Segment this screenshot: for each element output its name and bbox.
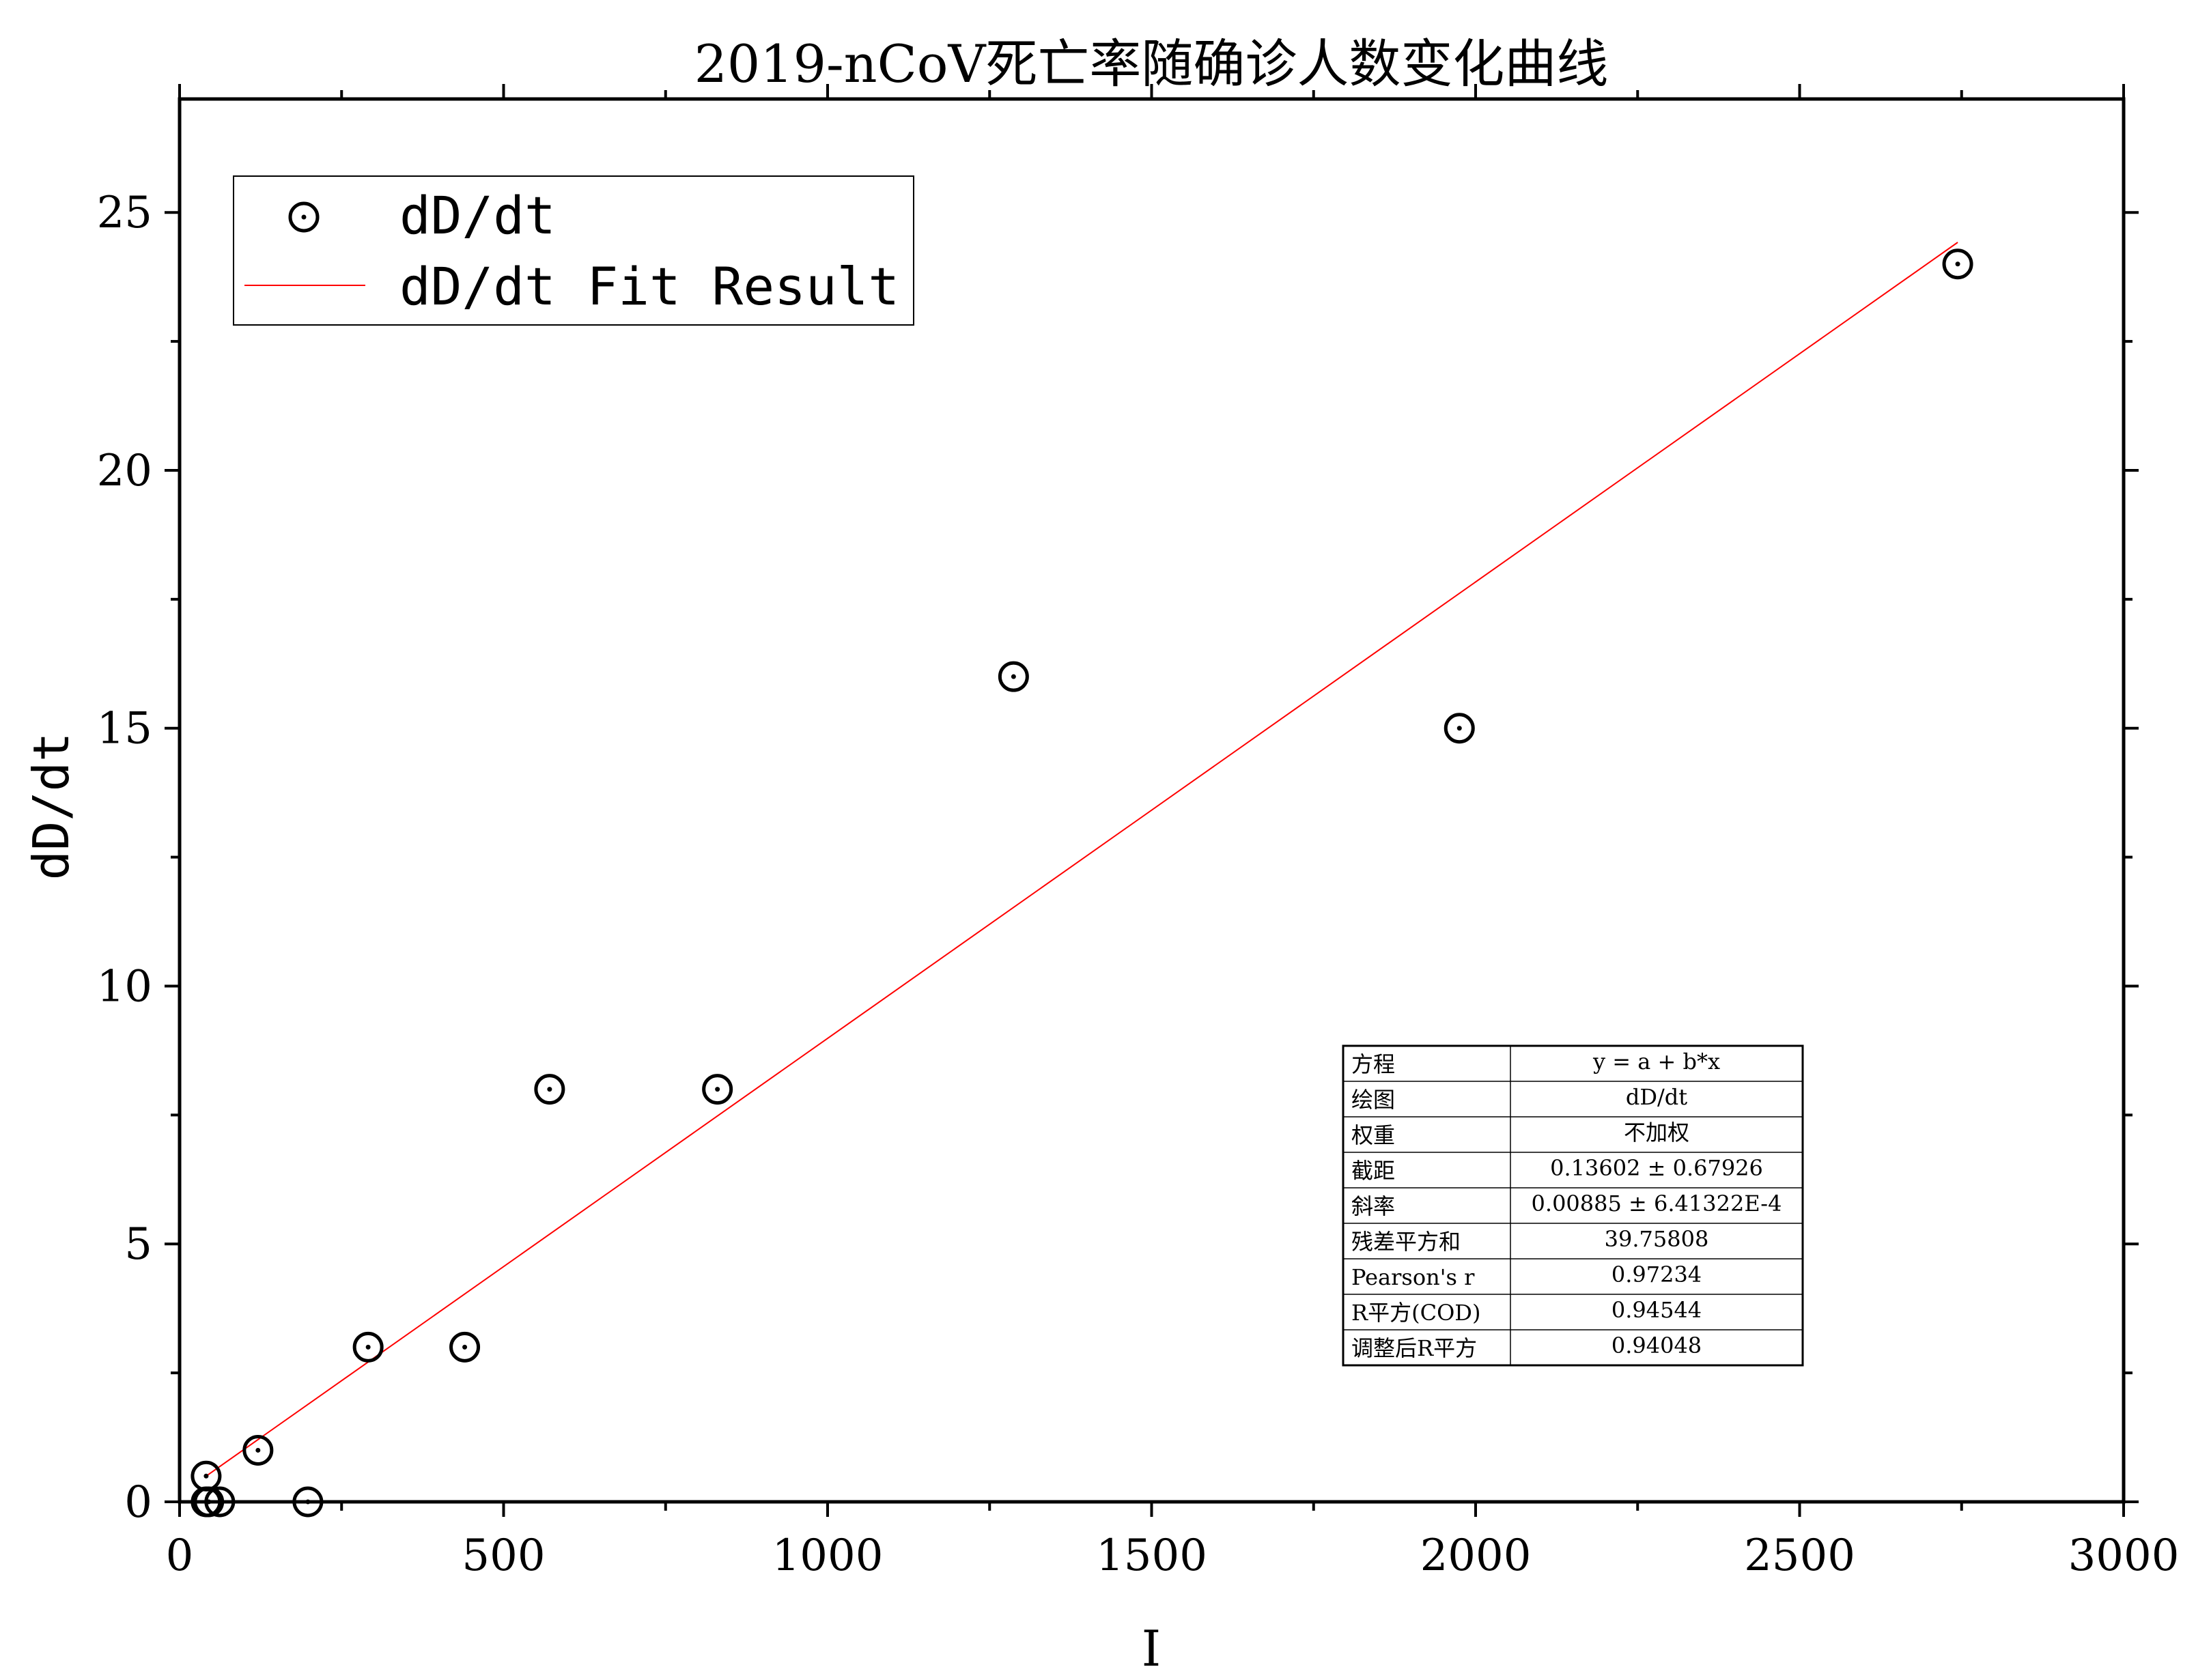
fit-line xyxy=(206,242,1958,1477)
x-tick-label: 2500 xyxy=(1744,1530,1855,1581)
x-tick-label: 0 xyxy=(166,1530,194,1581)
legend-marker-dot xyxy=(301,214,307,220)
y-tick-label: 5 xyxy=(124,1219,152,1270)
data-point-circle xyxy=(352,1331,384,1363)
data-point-center xyxy=(547,1087,552,1092)
data-point-center xyxy=(1456,726,1462,731)
stats-table-border xyxy=(1342,1044,1804,1367)
x-axis-ticks: 0 500 1000 1500 2000 2500 3000 xyxy=(166,84,2180,1581)
data-point xyxy=(191,1460,222,1492)
y-tick-label: 0 xyxy=(124,1477,152,1528)
stats-row-value: y = a + b*x xyxy=(1592,1049,1720,1074)
data-point-center xyxy=(1955,261,1960,267)
data-point-circle xyxy=(242,1434,274,1466)
stats-row-value: 0.00885 ± 6.41322E-4 xyxy=(1532,1191,1782,1216)
data-point xyxy=(1444,713,1475,744)
stats-row-label: 方程 xyxy=(1351,1051,1395,1077)
x-tick-label: 2000 xyxy=(1420,1530,1532,1581)
x-axis-label: I xyxy=(1142,1620,1161,1677)
data-point-center xyxy=(217,1499,223,1505)
x-tick-label: 3000 xyxy=(2068,1530,2180,1581)
data-point-circle xyxy=(449,1331,481,1363)
stats-row-value: 0.13602 ± 0.67926 xyxy=(1550,1155,1763,1181)
data-point-circle xyxy=(292,1486,324,1518)
stats-row-label: 残差平方和 xyxy=(1351,1229,1461,1255)
data-point xyxy=(702,1074,733,1105)
y-tick-label: 10 xyxy=(97,961,152,1012)
data-point-center xyxy=(462,1344,468,1350)
legend-label-dD-dt: dD/dt xyxy=(399,185,556,246)
data-point xyxy=(352,1331,384,1363)
data-point xyxy=(242,1434,274,1466)
stats-row-label: Pearson's r xyxy=(1351,1264,1475,1290)
data-point xyxy=(998,661,1029,692)
stats-row-value: 0.94048 xyxy=(1611,1333,1702,1358)
y-tick-label: 20 xyxy=(97,446,152,496)
data-point-center xyxy=(365,1344,371,1350)
stats-row-value: dD/dt xyxy=(1626,1084,1687,1110)
stats-row-label: 绘图 xyxy=(1351,1087,1395,1113)
x-tick-label: 1500 xyxy=(1096,1530,1207,1581)
data-point-circle xyxy=(534,1074,565,1105)
data-point-circle xyxy=(204,1486,236,1518)
data-points xyxy=(191,248,1973,1518)
data-point-circle xyxy=(1942,248,1973,280)
y-tick-label: 15 xyxy=(97,704,152,754)
legend-marker-circle xyxy=(288,201,320,233)
x-tick-label: 1000 xyxy=(772,1530,884,1581)
y-axis-ticks: 0 5 10 15 20 25 xyxy=(97,188,2139,1528)
legend: dD/dt dD/dt Fit Result xyxy=(233,175,914,326)
data-point xyxy=(449,1331,481,1363)
data-point-circle xyxy=(702,1074,733,1105)
legend-box xyxy=(233,175,914,326)
stats-row-label: 截距 xyxy=(1351,1158,1395,1184)
data-point-center xyxy=(203,1473,209,1479)
data-point-center xyxy=(255,1447,261,1453)
data-point-circle xyxy=(193,1486,225,1518)
x-tick-label: 500 xyxy=(462,1530,545,1581)
fit-line-group xyxy=(206,242,1958,1477)
stats-row-value: 不加权 xyxy=(1624,1120,1689,1145)
data-point-circle xyxy=(1444,713,1475,744)
stats-row-label: R平方(COD) xyxy=(1351,1300,1480,1326)
stats-row-value: 39.75808 xyxy=(1605,1226,1709,1252)
stats-row-label: 斜率 xyxy=(1351,1193,1395,1219)
data-point xyxy=(204,1486,236,1518)
data-point-center xyxy=(715,1087,720,1092)
y-tick-label: 25 xyxy=(97,188,152,238)
data-point xyxy=(292,1486,324,1518)
legend-label-fit-result: dD/dt Fit Result xyxy=(399,256,899,317)
data-point xyxy=(1942,248,1973,280)
data-point xyxy=(534,1074,565,1105)
stats-row-value: 0.97234 xyxy=(1611,1262,1702,1287)
y-axis-label: dD/dt xyxy=(23,732,80,881)
data-point-circle xyxy=(998,661,1029,692)
data-point-center xyxy=(305,1499,311,1505)
stats-row-label: 权重 xyxy=(1351,1122,1395,1148)
data-point-center xyxy=(1011,674,1016,679)
stats-row-label: 调整后R平方 xyxy=(1351,1335,1477,1361)
stats-row-value: 0.94544 xyxy=(1611,1297,1702,1323)
